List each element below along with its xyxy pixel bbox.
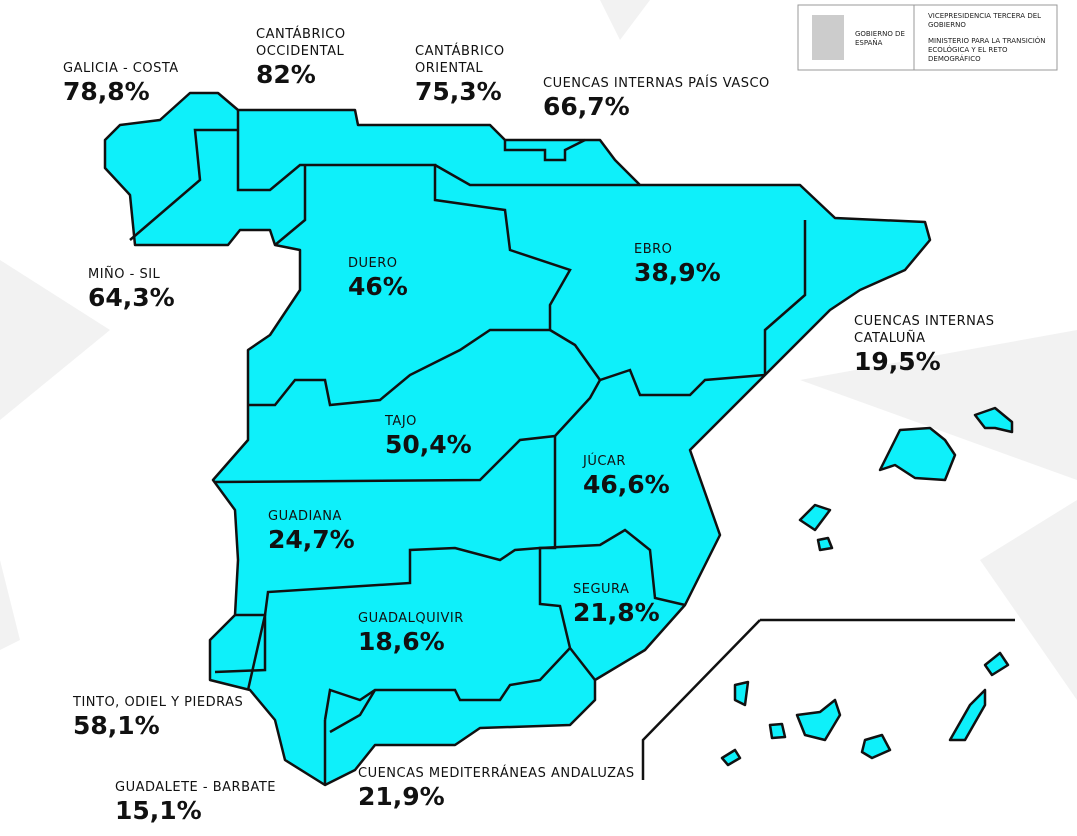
basin-label: EBRO 38,9%: [634, 241, 834, 288]
basin-label: GUADALQUIVIR 18,6%: [358, 610, 558, 657]
basin-name: GUADALQUIVIR: [358, 611, 464, 626]
basin-name: CUENCAS INTERNAS CATALUÑA: [854, 314, 995, 346]
basin-borders: [129, 110, 1015, 785]
basin-label: CUENCAS MEDITERRÁNEAS ANDALUZAS 21,9%: [358, 765, 658, 812]
basin-label: TAJO 50,4%: [385, 413, 585, 460]
basin-value: 46%: [348, 272, 408, 301]
spain-map: [103, 91, 1014, 787]
basin-value: 66,7%: [543, 92, 630, 121]
basin-label: DUERO 46%: [348, 255, 548, 302]
basin-name: GUADALETE - BARBATE: [115, 780, 277, 795]
basin-name: TAJO: [385, 414, 417, 429]
basin-value: 21,9%: [358, 782, 445, 811]
basin-label: GUADIANA 24,7%: [268, 508, 468, 555]
logo-text: VICEPRESIDENCIA TERCERA DEL GOBIERNO: [928, 12, 1042, 29]
basin-value: 18,6%: [358, 627, 445, 656]
basin-label: SEGURA 21,8%: [573, 581, 773, 628]
basin-name: MIÑO - SIL: [88, 267, 161, 282]
basin-label: JÚCAR 46,6%: [583, 453, 783, 500]
basin-label: CANTÁBRICO OCCIDENTAL 82%: [256, 26, 366, 90]
basin-label: GUADALETE - BARBATE 15,1%: [115, 779, 365, 826]
basin-label: TINTO, ODIEL Y PIEDRAS 58,1%: [73, 694, 323, 741]
basin-value: 46,6%: [583, 470, 670, 499]
basin-label: CUENCAS INTERNAS CATALUÑA 19,5%: [854, 313, 1014, 377]
logo-frame: [797, 4, 1058, 71]
basin-name: JÚCAR: [583, 454, 626, 469]
basin-name: CUENCAS MEDITERRÁNEAS ANDALUZAS: [358, 766, 635, 781]
basin-value: 78,8%: [63, 77, 150, 106]
basin-label: CANTÁBRICO ORIENTAL 75,3%: [415, 43, 525, 107]
basin-label: MIÑO - SIL 64,3%: [88, 266, 288, 313]
basin-value: 58,1%: [73, 711, 160, 740]
basin-value: 75,3%: [415, 77, 502, 106]
basin-value: 64,3%: [88, 283, 175, 312]
basin-name: EBRO: [634, 242, 673, 257]
basin-name: TINTO, ODIEL Y PIEDRAS: [73, 695, 244, 710]
basin-name: DUERO: [348, 256, 398, 271]
basin-value: 50,4%: [385, 430, 472, 459]
logo-text: MINISTERIO PARA LA TRANSICIÓN ECOLÓGICA …: [928, 37, 1046, 63]
basin-value: 82%: [256, 60, 316, 89]
logo-text: GOBIERNO DE ESPAÑA: [855, 30, 905, 47]
basin-name: CANTÁBRICO ORIENTAL: [415, 44, 505, 76]
basin-name: GUADIANA: [268, 509, 342, 524]
basin-value: 38,9%: [634, 258, 721, 287]
basin-label: CUENCAS INTERNAS PAÍS VASCO 66,7%: [543, 75, 783, 122]
basin-value: 21,8%: [573, 598, 660, 627]
basin-value: 24,7%: [268, 525, 355, 554]
basin-value: 19,5%: [854, 347, 941, 376]
basin-value: 15,1%: [115, 796, 202, 825]
basin-name: SEGURA: [573, 582, 630, 597]
basin-name: CUENCAS INTERNAS PAÍS VASCO: [543, 76, 770, 91]
basin-label: GALICIA - COSTA 78,8%: [63, 60, 263, 107]
basin-name: CANTÁBRICO OCCIDENTAL: [256, 27, 346, 59]
basin-name: GALICIA - COSTA: [63, 61, 179, 76]
